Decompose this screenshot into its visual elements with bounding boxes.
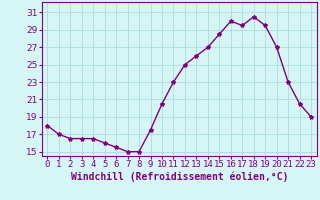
X-axis label: Windchill (Refroidissement éolien,°C): Windchill (Refroidissement éolien,°C): [70, 172, 288, 182]
